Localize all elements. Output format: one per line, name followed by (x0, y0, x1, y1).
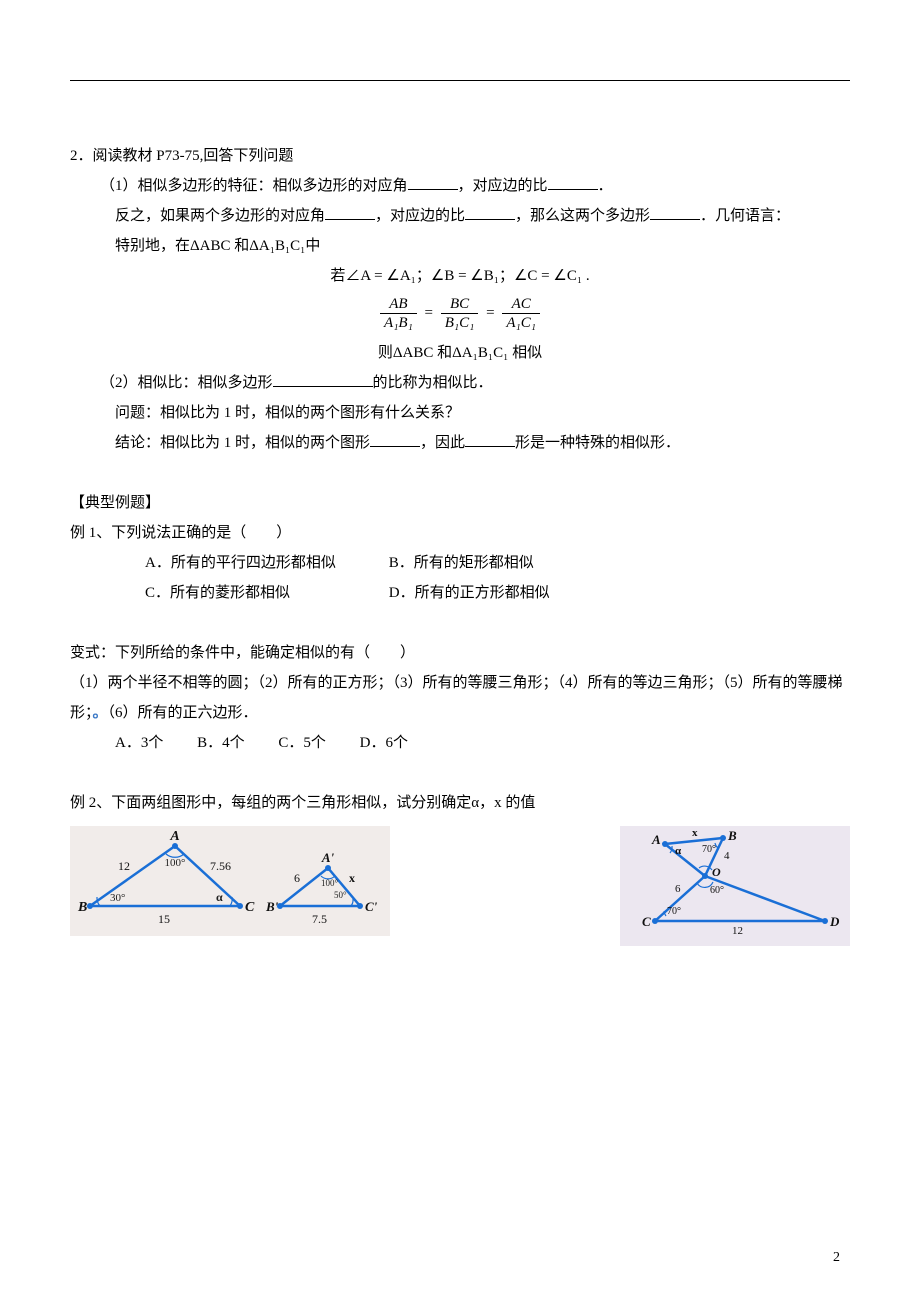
numerator: AB (380, 295, 417, 314)
blank[interactable] (370, 431, 420, 447)
label-12: 12 (732, 925, 743, 937)
q2-p1: （1）相似多边形的特征：相似多边形的对应角 ，对应边的比 ． (70, 171, 850, 201)
dot-icon: 。 (93, 705, 108, 721)
var-items: （1）两个半径不相等的圆；（2）所有的正方形；（3）所有的等腰三角形；（4）所有… (70, 668, 850, 728)
figure-2: A B C D O x α 70° 4 60° 6 70° 12 (620, 826, 850, 946)
side-x: x (349, 871, 355, 885)
label-B2: B' (265, 899, 279, 914)
label-x: x (692, 827, 698, 839)
blank[interactable] (325, 204, 375, 220)
var-stem: 变式：下列所给的条件中，能确定相似的有（ ） (70, 638, 850, 668)
option-D[interactable]: D．所有的正方形都相似 (389, 578, 550, 608)
label-B3: B (727, 828, 737, 843)
q2-heading: 2．阅读教材 P73-75,回答下列问题 (70, 141, 850, 171)
top-rule (70, 80, 850, 81)
blank[interactable] (650, 204, 700, 220)
text: （2）相似比：相似多边形 (100, 375, 273, 391)
blank[interactable] (465, 204, 515, 220)
denominator: A₁B₁ (380, 314, 417, 332)
page-number: 2 (833, 1244, 840, 1272)
numerator: AC (502, 295, 540, 314)
variant: 变式：下列所给的条件中，能确定相似的有（ ） （1）两个半径不相等的圆；（2）所… (70, 638, 850, 758)
figure-1: A B C 100° 30° α 12 7.56 15 A' (70, 826, 390, 936)
q2-math3: 则ΔABC 和ΔA₁B₁C₁ 相似 (70, 338, 850, 368)
option-D[interactable]: D．6个 (360, 735, 408, 751)
label-70b: 70° (667, 906, 681, 917)
label-A2: A' (321, 850, 335, 865)
text: ，对应边的比 (458, 178, 548, 194)
angle-50-2: 50° (334, 890, 347, 900)
text: （1）相似多边形的特征：相似多边形的对应角 (100, 178, 408, 194)
option-B[interactable]: B．所有的矩形都相似 (389, 548, 534, 578)
text: 的比称为相似比． (373, 375, 493, 391)
option-C[interactable]: C．所有的菱形都相似 (145, 578, 385, 608)
option-A[interactable]: A．3个 (115, 735, 163, 751)
text: ，那么这两个多边形 (515, 208, 650, 224)
example-1: 【典型例题】 例 1、下列说法正确的是（ ） A．所有的平行四边形都相似 B．所… (70, 488, 850, 608)
angle-100-2: 100° (321, 878, 339, 888)
angle-30: 30° (110, 892, 125, 904)
q2-p6: 结论：相似比为 1 时，相似的两个图形 ，因此 形是一种特殊的相似形． (70, 428, 850, 458)
ex1-options: A．所有的平行四边形都相似 B．所有的矩形都相似 C．所有的菱形都相似 D．所有… (70, 548, 850, 608)
side-75: 7.5 (312, 912, 327, 926)
text: （6）所有的正六边形． (108, 705, 258, 721)
text: ． (598, 178, 613, 194)
example-2: 例 2、下面两组图形中，每组的两个三角形相似，试分别确定α，x 的值 A B C (70, 788, 850, 946)
side-756: 7.56 (210, 859, 231, 873)
document-page: 2．阅读教材 P73-75,回答下列问题 （1）相似多边形的特征：相似多边形的对… (0, 0, 920, 1302)
side-6: 6 (294, 871, 300, 885)
label-B: B (77, 900, 87, 915)
q2-math1: 若∠A = ∠A₁；∠B = ∠B₁；∠C = ∠C₁ . (70, 261, 850, 291)
q2-math2: ABA₁B₁ = BCB₁C₁ = ACA₁C₁ (70, 295, 850, 332)
option-A[interactable]: A．所有的平行四边形都相似 (145, 548, 385, 578)
label-60: 60° (710, 885, 724, 896)
triangle-pair-svg: A B C 100° 30° α 12 7.56 15 A' (70, 826, 390, 936)
label-D3: D (829, 914, 840, 929)
math-text: 若∠A = ∠A₁；∠B = ∠B₁；∠C = ∠C₁ . (330, 268, 589, 284)
ex2-stem: 例 2、下面两组图形中，每组的两个三角形相似，试分别确定α，x 的值 (70, 788, 850, 818)
fraction: ABA₁B₁ (380, 295, 417, 332)
side-15: 15 (158, 912, 170, 926)
option-B[interactable]: B．4个 (197, 735, 245, 751)
blank[interactable] (465, 431, 515, 447)
label-A3: A (651, 832, 661, 847)
denominator: B₁C₁ (441, 314, 479, 332)
denominator: A₁C₁ (502, 314, 540, 332)
text: ．几何语言： (700, 208, 790, 224)
q2-p5: 问题：相似比为 1 时，相似的两个图形有什么关系？ (70, 398, 850, 428)
label-O: O (712, 865, 721, 879)
q2-p3: 特别地，在ΔABC 和ΔA₁B₁C₁中 (70, 231, 850, 261)
ex1-heading: 【典型例题】 (70, 488, 850, 518)
question-2: 2．阅读教材 P73-75,回答下列问题 （1）相似多边形的特征：相似多边形的对… (70, 141, 850, 458)
text: 反之，如果两个多边形的对应角 (115, 208, 325, 224)
numerator: BC (441, 295, 479, 314)
angle-alpha: α (216, 890, 223, 904)
label-A: A (169, 829, 179, 844)
q2-p2: 反之，如果两个多边形的对应角 ，对应边的比 ，那么这两个多边形 ．几何语言： (70, 201, 850, 231)
blank[interactable] (273, 371, 373, 387)
text: ，因此 (420, 435, 465, 451)
text: 结论：相似比为 1 时，相似的两个图形 (115, 435, 370, 451)
text: 形是一种特殊的相似形． (515, 435, 680, 451)
angle-100: 100° (165, 857, 186, 869)
crossed-triangles-svg: A B C D O x α 70° 4 60° 6 70° 12 (620, 826, 850, 946)
fraction: ACA₁C₁ (502, 295, 540, 332)
ex1-stem: 例 1、下列说法正确的是（ ） (70, 518, 850, 548)
side-12: 12 (118, 859, 130, 873)
label-C3: C (642, 914, 651, 929)
figures-row: A B C 100° 30° α 12 7.56 15 A' (70, 826, 850, 946)
label-70a: 70° (702, 844, 716, 855)
fraction: BCB₁C₁ (441, 295, 479, 332)
option-C[interactable]: C．5个 (278, 735, 326, 751)
blank[interactable] (408, 174, 458, 190)
label-alpha: α (675, 845, 682, 857)
var-options: A．3个 B．4个 C．5个 D．6个 (70, 728, 850, 758)
q2-p4: （2）相似比：相似多边形 的比称为相似比． (70, 368, 850, 398)
label-6: 6 (675, 883, 681, 895)
label-4: 4 (724, 850, 730, 862)
label-C: C (245, 900, 255, 915)
text: ，对应边的比 (375, 208, 465, 224)
label-C2: C' (365, 899, 378, 914)
blank[interactable] (548, 174, 598, 190)
